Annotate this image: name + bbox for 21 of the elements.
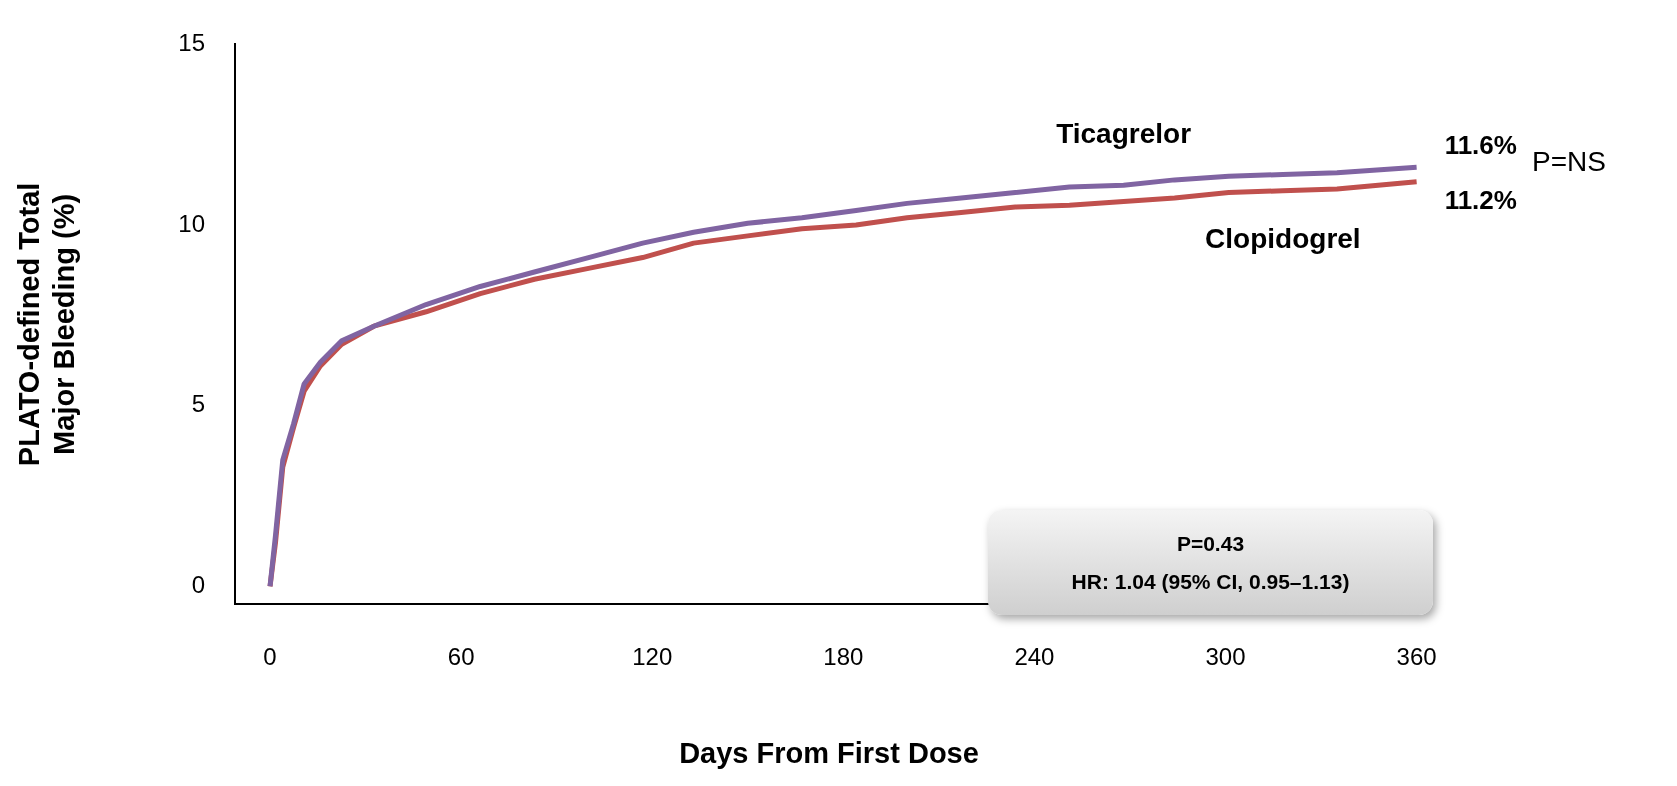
note-box: P=0.43 HR: 1.04 (95% CI, 0.95–1.13) [988, 510, 1433, 615]
annotation: 11.2% [1444, 184, 1517, 215]
series-label: Ticagrelor [1056, 118, 1192, 150]
x-axis-title: Days From First Dose [679, 736, 979, 769]
x-tick-label: 60 [447, 643, 475, 671]
x-tick-label: 300 [1205, 643, 1246, 671]
y-tick-label: 15 [178, 29, 205, 57]
x-tick-label: 180 [823, 643, 864, 671]
y-tick-label: 10 [178, 209, 205, 237]
text: P=NS [1532, 146, 1606, 178]
annotation: HR: 1.04 (95% CI, 0.95–1.13) [1071, 569, 1350, 594]
x-tick-label: 360 [1396, 643, 1437, 671]
y-tick-label: 5 [191, 390, 205, 418]
annotation: P=0.43 [1176, 531, 1245, 556]
x-tick-label: 120 [632, 643, 673, 671]
annotation: 11.6% [1444, 130, 1517, 161]
y-axis-title: PLATO-defined Total Major Bleeding (%) [13, 182, 81, 467]
series-label: Clopidogrel [1205, 223, 1361, 255]
x-tick-label: 240 [1014, 643, 1055, 671]
x-tick-label: 0 [263, 643, 277, 671]
y-tick-label: 0 [191, 570, 205, 598]
